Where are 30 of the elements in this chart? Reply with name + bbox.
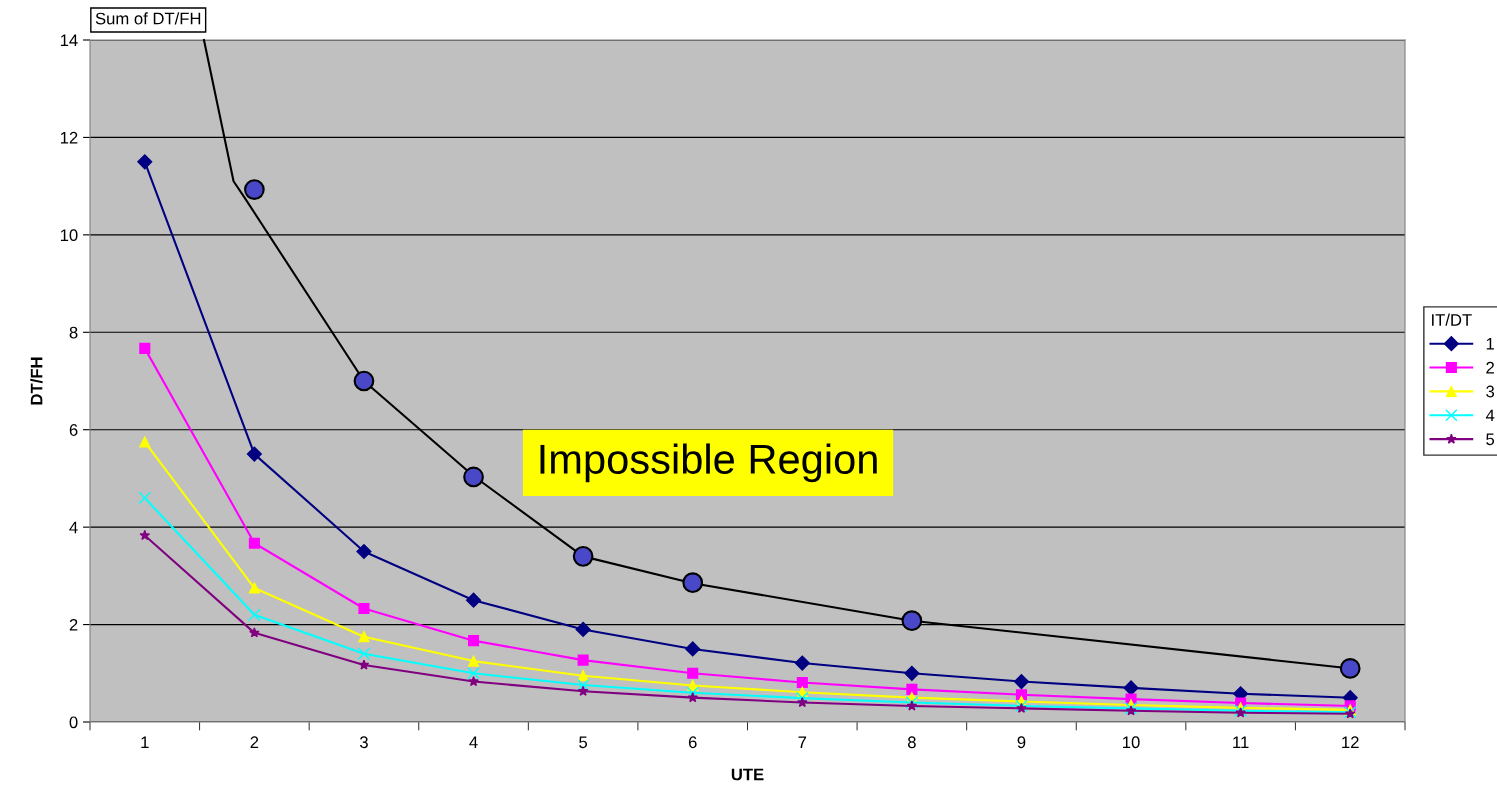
legend-label: 4 xyxy=(1485,409,1495,422)
x-tick-label: 11 xyxy=(1233,736,1249,748)
legend-label: 5 xyxy=(1486,433,1495,446)
x-tick-label: 4 xyxy=(469,736,478,748)
y-tick-label: 12 xyxy=(60,131,78,144)
x-tick-label: 9 xyxy=(1017,736,1026,749)
legend-title: IT/DT xyxy=(1432,313,1472,326)
y-axis-title: DT/FH xyxy=(30,357,43,405)
legend-label: 2 xyxy=(1486,361,1494,374)
x-tick-label: 2 xyxy=(250,736,259,748)
x-tick-label: 10 xyxy=(1123,736,1140,749)
legend-label: 3 xyxy=(1486,385,1495,398)
text: Sum of DT/FH xyxy=(95,12,201,25)
x-tick-label: 7 xyxy=(798,736,807,748)
y-tick-label: 0 xyxy=(69,716,78,729)
y-tick-label: 2 xyxy=(69,618,78,631)
x-tick-label: 12 xyxy=(1342,736,1359,748)
y-tick-label: 10 xyxy=(60,229,78,242)
x-tick-label: 6 xyxy=(688,736,697,749)
x-tick-label: 5 xyxy=(579,736,588,749)
y-tick-label: 6 xyxy=(69,424,78,436)
y-tick-label: 4 xyxy=(69,521,78,534)
y-tick-label: 14 xyxy=(60,34,78,47)
x-axis-title: UTE xyxy=(731,768,764,781)
x-tick-label: 8 xyxy=(907,736,916,749)
x-tick-label: 1 xyxy=(141,736,149,748)
x-tick-label: 3 xyxy=(359,736,368,749)
annotation: Impossible Region xyxy=(540,443,877,483)
y-tick-label: 8 xyxy=(69,326,78,339)
legend-label: 1 xyxy=(1486,338,1494,350)
